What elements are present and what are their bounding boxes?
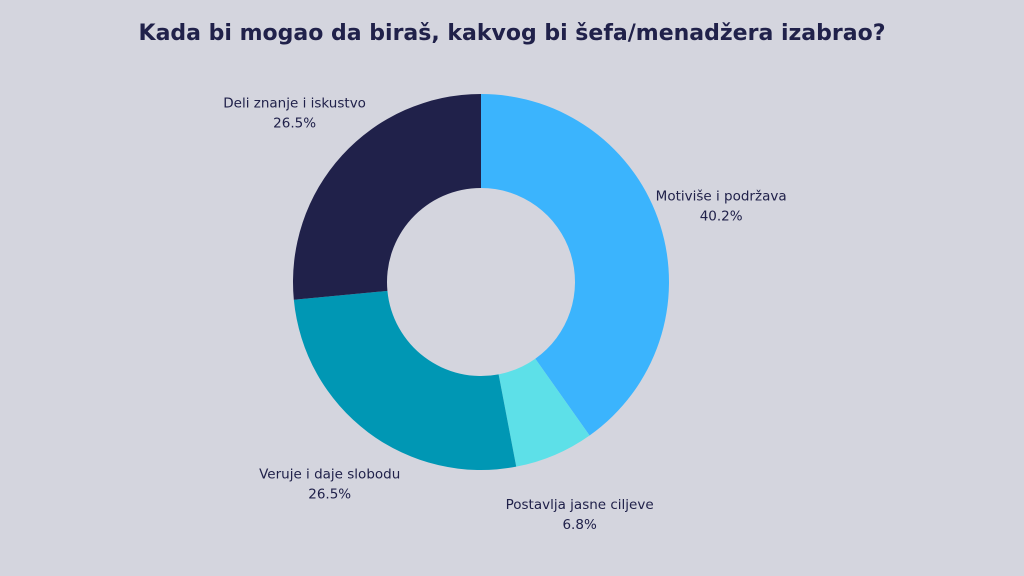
- donut-slice: [498, 358, 590, 467]
- slice-value-label: 40.2%: [700, 209, 743, 225]
- slice-value-label: 26.5%: [273, 115, 316, 131]
- donut-slice: [293, 290, 517, 470]
- slice-label: Postavlja jasne ciljeve: [506, 497, 654, 513]
- donut-slice: [481, 94, 669, 436]
- donut-slice: [293, 94, 481, 300]
- slice-label: Motiviše i podržava: [656, 189, 787, 205]
- chart-title: Kada bi mogao da biraš, kakvog bi šefa/m…: [139, 21, 886, 46]
- slice-value-label: 26.5%: [308, 487, 351, 503]
- slice-label: Veruje i daje slobodu: [259, 467, 400, 483]
- slice-value-label: 6.8%: [562, 517, 596, 533]
- slice-label: Deli znanje i iskustvo: [223, 95, 366, 111]
